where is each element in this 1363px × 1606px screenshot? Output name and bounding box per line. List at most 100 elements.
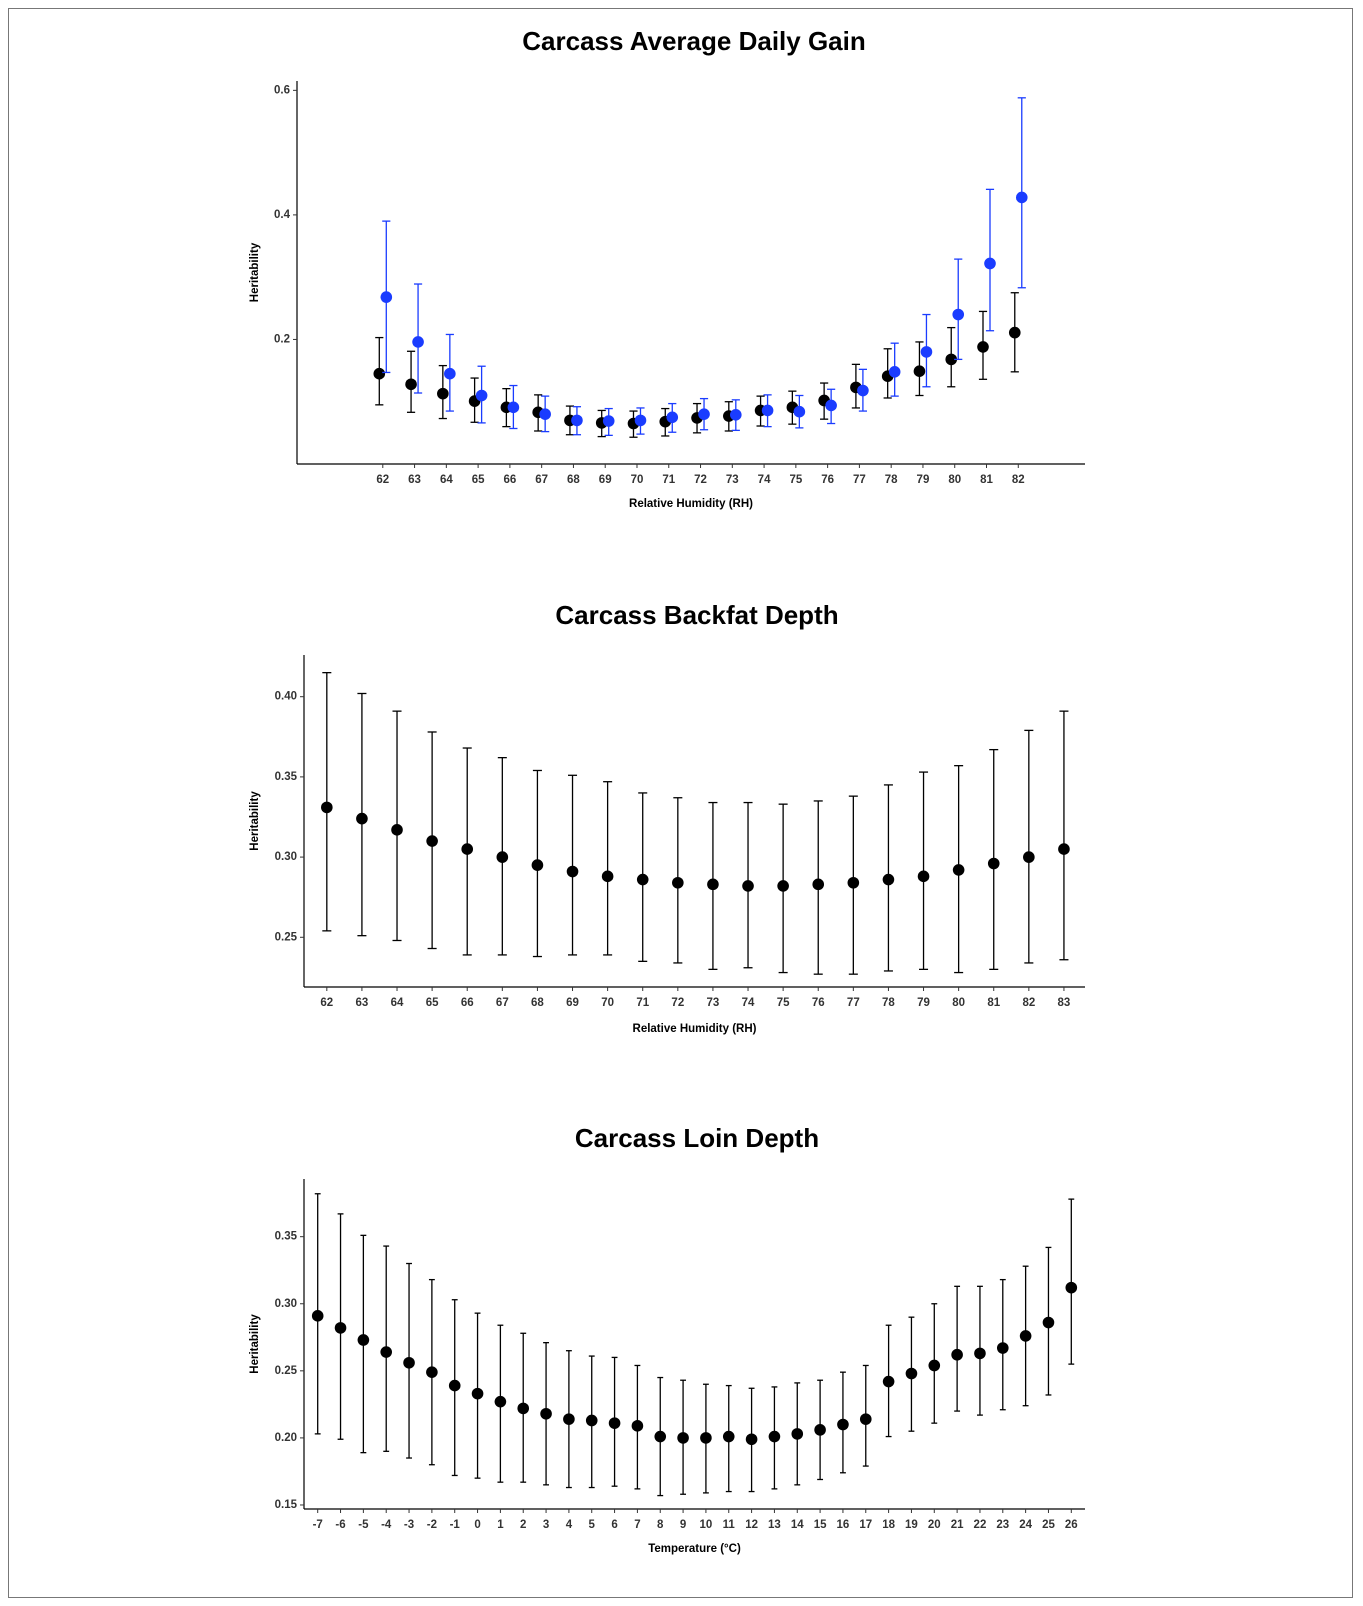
x-tick-label: -4 [381,1519,392,1531]
x-tick-label: 83 [1058,997,1071,1009]
data-point [412,336,424,348]
data-point [585,1414,598,1427]
data-point [700,1432,712,1444]
chart-3: Carcass Loin Depth 0.15 0.20 0.25 0.30 0.35 -7… [249,1123,1085,1555]
data-point [791,1428,804,1440]
x-tick-label: 18 [882,1519,895,1531]
x-tick-label: 0 [474,1519,480,1531]
x-tick-label: 21 [951,1519,964,1531]
data-point [837,1418,849,1431]
x-tick-label: 68 [531,997,544,1009]
x-tick-label: 75 [789,474,802,486]
x-tick-label: 81 [987,997,1000,1009]
y-tick-label: 0.25 [275,931,298,943]
data-point [814,1424,826,1436]
data-point [761,404,774,417]
data-point [825,399,837,412]
data-point [920,346,933,358]
y-axis-title: Heritability [249,242,261,302]
x-tick-label: 63 [356,997,369,1009]
data-point [793,405,806,418]
y-tick-label: 0.20 [275,1432,297,1444]
data-point [608,1417,621,1429]
data-point [496,851,509,863]
data-point [602,415,615,427]
data-point [905,1367,918,1380]
series-1 [321,671,1070,975]
x-tick-label: 66 [503,474,516,486]
y-axis-title: Heritability [249,1314,261,1374]
data-point [730,409,742,421]
x-tick-label: 2 [520,1519,526,1531]
data-point [768,1430,781,1443]
data-point [882,1375,895,1388]
x-tick-label: 25 [1042,1519,1055,1531]
x-tick-label: 24 [1019,1519,1032,1531]
series-2 [380,97,1028,437]
data-point [1019,1330,1032,1342]
x-tick-label: 67 [535,474,548,486]
data-point [634,414,647,427]
x-tick-label: 67 [496,997,509,1009]
data-point [471,1387,484,1400]
x-tick-label: -7 [313,1519,323,1531]
x-tick-label: 79 [917,474,930,486]
x-tick-label: 66 [461,997,474,1009]
x-axis-title: Relative Humidity (RH) [629,498,753,510]
y-tick-label: 0.25 [275,1365,298,1377]
x-tick-label: 71 [636,997,649,1009]
data-point [403,1356,415,1369]
x-tick-label: -6 [335,1519,345,1531]
x-tick-label: 14 [791,1519,804,1531]
data-point [654,1430,667,1443]
data-point [601,870,614,883]
data-point [494,1395,507,1408]
data-point [777,880,789,892]
x-axis-title: Temperature (°C) [648,1543,741,1555]
chart-2: Carcass Backfat Depth 0.25 0.30 0.35 0.40 62 6… [249,600,1085,1035]
data-point [531,859,544,871]
chart-title: Carcass Average Daily Gain [522,26,865,56]
x-tick-label: 69 [566,997,579,1009]
x-tick-label: 1 [497,1519,504,1531]
data-point [928,1359,941,1372]
x-tick-label: 16 [837,1519,850,1531]
x-tick-label: 4 [566,1519,573,1531]
data-point [857,384,869,397]
data-point [566,865,579,878]
x-tick-label: 78 [885,474,898,486]
data-point [987,857,1000,870]
data-point [745,1433,758,1446]
data-point [945,353,958,366]
x-tick-label: -1 [450,1519,461,1531]
data-point [913,365,926,378]
x-tick-label: 82 [1022,997,1035,1009]
x-tick-label: 11 [723,1519,736,1531]
chart-title: Carcass Backfat Depth [555,600,838,630]
x-tick-label: 20 [928,1519,941,1531]
x-tick-label: 73 [707,997,720,1009]
x-tick-label: 72 [694,474,707,486]
data-point [888,366,901,378]
y-axis-title: Heritability [249,791,261,851]
data-point [391,824,403,836]
data-point [426,1366,438,1378]
data-point [984,257,996,270]
data-point [742,880,754,892]
x-tick-label: 76 [812,997,825,1009]
data-point [1058,843,1070,855]
x-tick-label: -5 [358,1519,369,1531]
data-point [373,367,386,380]
x-tick-label: 77 [853,474,866,486]
data-point [917,870,930,883]
x-tick-label: 17 [859,1519,872,1531]
x-tick-label: 7 [634,1519,640,1531]
x-tick-label: 79 [917,997,930,1009]
y-tick-label: 0.40 [275,691,297,703]
data-point [952,864,965,876]
data-point [847,876,860,889]
x-tick-label: 70 [631,474,644,486]
data-point [1008,326,1021,339]
x-tick-label: 70 [601,997,614,1009]
y-tick-label: 0.35 [275,1231,298,1243]
